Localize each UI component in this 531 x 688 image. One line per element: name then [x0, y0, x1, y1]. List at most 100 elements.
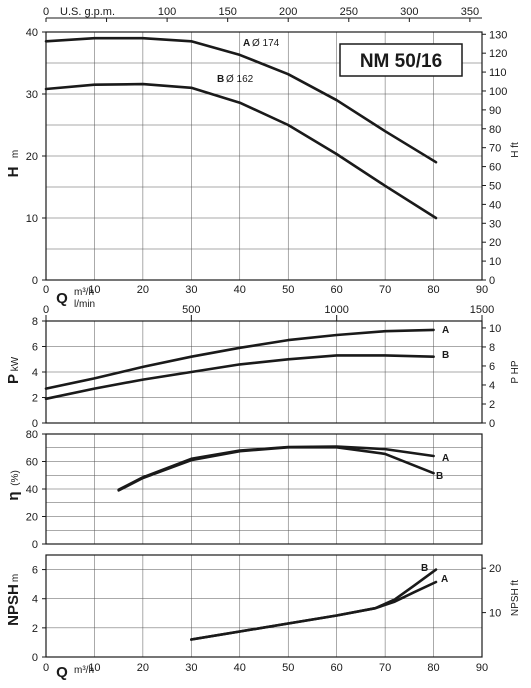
y-tick-label: 10 [26, 213, 38, 225]
series-label-A: A [442, 325, 449, 336]
top-axis-tick-label: 100 [158, 6, 176, 18]
y-tick-label: 8 [32, 316, 38, 328]
y2-tick-label: 120 [489, 48, 507, 60]
y2-tick-label: 60 [489, 162, 501, 174]
x-tick-label: 70 [379, 284, 391, 296]
y2-tick-label: 20 [489, 237, 501, 249]
y-tick-label: 60 [26, 457, 38, 469]
x-tick-label: 90 [476, 284, 488, 296]
y-tick-label: 30 [26, 89, 38, 101]
y-axis-label: η [5, 491, 22, 500]
y2-tick-label: 100 [489, 86, 507, 98]
x-tick-label: 30 [185, 662, 197, 674]
series-label-B: B [217, 74, 224, 85]
y2-tick-label: 10 [489, 323, 501, 335]
series-line-B [190, 568, 438, 641]
panel-head [42, 31, 486, 281]
series-label-B: B [442, 350, 449, 361]
x-tick-label: 10 [88, 662, 100, 674]
x-tick-label: 20 [137, 662, 149, 674]
series-label-A: A [442, 453, 449, 464]
series-line-A [190, 580, 438, 641]
y2-tick-label: 4 [489, 380, 495, 392]
y-axis-unit: (%) [10, 470, 21, 486]
top-axis-tick-label: 250 [340, 6, 358, 18]
y-tick-label: 0 [32, 652, 38, 664]
y-axis-unit: m [10, 150, 21, 158]
top-axis-tick-label: 1000 [324, 304, 348, 316]
x-tick-label: 20 [137, 284, 149, 296]
y-tick-label: 6 [32, 342, 38, 354]
x-axis-label: Q [56, 290, 68, 307]
y2-tick-label: 130 [489, 29, 507, 41]
x-tick-label: 70 [379, 662, 391, 674]
top-axis-tick-label: 0 [43, 6, 49, 18]
top-axis-tick-label: 350 [461, 6, 479, 18]
y2-axis-label: NPSH ft [510, 580, 521, 616]
x-axis-unit: m³/h [74, 665, 94, 676]
y-tick-label: 6 [32, 565, 38, 577]
top-axis-tick-label: 500 [182, 304, 200, 316]
top-axis-tick-label: 300 [400, 6, 418, 18]
y-tick-label: 2 [32, 623, 38, 635]
x-tick-label: 80 [427, 284, 439, 296]
y2-tick-label: 6 [489, 361, 495, 373]
y2-tick-label: 0 [489, 418, 495, 430]
x-tick-label: 60 [331, 662, 343, 674]
top-axis-tick-label: 1500 [470, 304, 494, 316]
y-tick-label: 20 [26, 512, 38, 524]
y-axis-label: P [5, 374, 22, 384]
series-line-B [44, 354, 435, 401]
y-tick-label: 40 [26, 27, 38, 39]
x-tick-label: 40 [234, 284, 246, 296]
x-axis-unit-top: m³/h [74, 287, 94, 298]
series-label-A: A [441, 574, 448, 585]
series-line-A [44, 328, 435, 390]
series-diameter-B: Ø 162 [226, 74, 254, 85]
y2-tick-label: 70 [489, 143, 501, 155]
y2-tick-label: 80 [489, 124, 501, 136]
y2-tick-label: 10 [489, 608, 501, 620]
top-axis-tick-label: 0 [43, 304, 49, 316]
series-label-A: A [243, 38, 250, 49]
y-tick-label: 80 [26, 429, 38, 441]
series-label-B: B [421, 563, 428, 574]
top-axis-tick-label: 200 [279, 6, 297, 18]
y-tick-label: 0 [32, 275, 38, 287]
panel-frame [45, 554, 483, 658]
y2-axis-label: H ft [510, 142, 521, 158]
panel-power [42, 320, 486, 424]
x-tick-label: 40 [234, 662, 246, 674]
x-tick-label: 50 [282, 284, 294, 296]
y2-tick-label: 50 [489, 180, 501, 192]
y2-tick-label: 10 [489, 256, 501, 268]
series-line-B [117, 446, 435, 492]
y-tick-label: 40 [26, 484, 38, 496]
y2-tick-label: 20 [489, 563, 501, 575]
y2-axis-label: P HP [510, 360, 521, 383]
y-axis-label: NPSH [5, 584, 22, 626]
y-axis-unit: kW [10, 356, 21, 371]
x-tick-label: 0 [43, 284, 49, 296]
y2-tick-label: 2 [489, 399, 495, 411]
panel-npsh [42, 554, 486, 658]
x-tick-label: 90 [476, 662, 488, 674]
top-axis-tick-label: 150 [218, 6, 236, 18]
x-tick-label: 30 [185, 284, 197, 296]
model-box [339, 43, 463, 77]
y2-tick-label: 30 [489, 218, 501, 230]
y-tick-label: 0 [32, 418, 38, 430]
y2-tick-label: 90 [489, 105, 501, 117]
y2-tick-label: 0 [489, 275, 495, 287]
x-tick-label: 80 [427, 662, 439, 674]
y-axis-unit: m [10, 574, 21, 582]
y-axis-label: H [5, 167, 22, 178]
y-tick-label: 20 [26, 151, 38, 163]
y-tick-label: 4 [32, 594, 38, 606]
y-tick-label: 2 [32, 393, 38, 405]
series-line-B [44, 82, 438, 220]
series-line-A [44, 36, 438, 164]
panel-efficiency [42, 433, 483, 545]
